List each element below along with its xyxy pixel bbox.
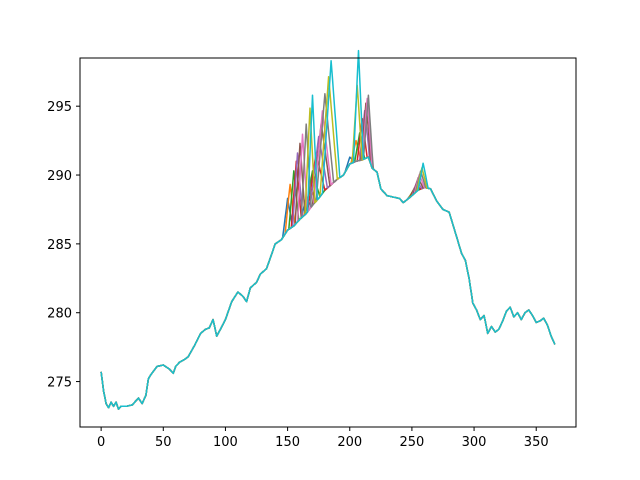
x-tick-label: 300 bbox=[462, 435, 487, 450]
y-tick-label: 280 bbox=[47, 307, 72, 322]
y-axis-ticks: 275 280 285 290 295 bbox=[47, 100, 80, 391]
series-lines bbox=[100, 49, 556, 410]
y-tick-label: 295 bbox=[47, 100, 72, 115]
x-tick-label: 350 bbox=[524, 435, 549, 450]
y-tick-label: 285 bbox=[47, 238, 72, 253]
x-tick-label: 200 bbox=[337, 435, 362, 450]
y-tick-label: 275 bbox=[47, 376, 72, 391]
x-tick-label: 0 bbox=[97, 435, 105, 450]
x-tick-label: 50 bbox=[155, 435, 172, 450]
x-tick-label: 150 bbox=[275, 435, 300, 450]
series-line-10 bbox=[100, 49, 556, 410]
x-tick-label: 250 bbox=[399, 435, 424, 450]
x-tick-label: 100 bbox=[213, 435, 238, 450]
plot-frame bbox=[79, 57, 577, 428]
y-tick-label: 290 bbox=[47, 169, 72, 184]
x-axis-ticks: 0 50 100 150 200 250 300 350 bbox=[97, 427, 549, 450]
